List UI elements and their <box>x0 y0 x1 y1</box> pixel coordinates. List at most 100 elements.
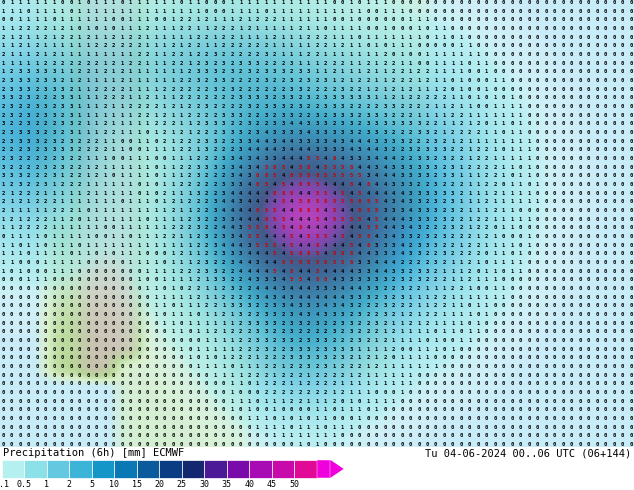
Text: 2: 2 <box>44 217 47 221</box>
Text: 0: 0 <box>103 355 107 360</box>
Text: 1: 1 <box>86 243 89 247</box>
Text: 0: 0 <box>553 355 556 360</box>
Text: 3: 3 <box>425 234 429 239</box>
Text: 2: 2 <box>197 182 200 187</box>
Text: 3: 3 <box>425 208 429 213</box>
Text: 1: 1 <box>86 122 89 126</box>
Text: 1: 1 <box>95 217 98 221</box>
Text: 3: 3 <box>315 113 319 118</box>
Text: 2: 2 <box>239 52 242 57</box>
Text: 1: 1 <box>366 372 370 378</box>
Text: 0: 0 <box>290 442 293 447</box>
Text: 0: 0 <box>239 407 242 412</box>
Text: 1: 1 <box>214 320 217 325</box>
Text: 0: 0 <box>95 277 98 282</box>
Text: 0: 0 <box>519 208 522 213</box>
Text: 0: 0 <box>53 286 56 291</box>
Text: 4: 4 <box>222 225 225 230</box>
Text: 0: 0 <box>578 269 581 273</box>
Text: 2: 2 <box>366 338 370 343</box>
Text: 5: 5 <box>315 269 319 273</box>
Text: 5: 5 <box>341 217 344 221</box>
Text: 0: 0 <box>341 442 344 447</box>
Text: 2: 2 <box>477 165 480 170</box>
Text: 0: 0 <box>570 52 573 57</box>
Text: 0: 0 <box>69 329 73 334</box>
Text: 1: 1 <box>95 9 98 14</box>
Text: 2: 2 <box>460 147 463 152</box>
Text: 2: 2 <box>10 217 13 221</box>
Text: 0: 0 <box>595 26 598 31</box>
Text: 0: 0 <box>146 416 149 421</box>
Text: 0: 0 <box>621 398 624 404</box>
Text: 0: 0 <box>587 416 590 421</box>
Text: 4: 4 <box>247 147 251 152</box>
Text: 1: 1 <box>443 35 446 40</box>
Text: 0: 0 <box>629 9 633 14</box>
Text: 4: 4 <box>324 269 327 273</box>
Text: 3: 3 <box>10 130 13 135</box>
Text: 1: 1 <box>417 87 420 92</box>
Text: 0: 0 <box>570 346 573 352</box>
Text: 4: 4 <box>383 225 387 230</box>
Text: 0: 0 <box>621 199 624 204</box>
Text: 3: 3 <box>247 139 251 144</box>
Text: 1: 1 <box>341 26 344 31</box>
Text: 0: 0 <box>163 17 166 23</box>
Text: 0: 0 <box>443 398 446 404</box>
Text: 2: 2 <box>366 104 370 109</box>
Text: 0: 0 <box>502 381 505 386</box>
Text: 4: 4 <box>264 294 268 299</box>
Text: 2: 2 <box>36 156 39 161</box>
Text: 1: 1 <box>27 35 30 40</box>
Text: 2: 2 <box>247 294 251 299</box>
Text: 0: 0 <box>86 364 89 369</box>
Text: 0: 0 <box>502 87 505 92</box>
Text: 0: 0 <box>485 9 488 14</box>
Text: 3: 3 <box>222 182 225 187</box>
Text: 0: 0 <box>595 390 598 395</box>
Text: 3: 3 <box>281 130 285 135</box>
Text: 8: 8 <box>366 243 370 247</box>
Text: 3: 3 <box>44 182 47 187</box>
Text: 0: 0 <box>621 346 624 352</box>
Text: 1: 1 <box>112 9 115 14</box>
Text: 0: 0 <box>460 17 463 23</box>
Text: 1: 1 <box>247 364 251 369</box>
Text: 3: 3 <box>451 225 455 230</box>
Text: 3: 3 <box>400 139 403 144</box>
Text: 0: 0 <box>578 0 581 5</box>
Text: 0: 0 <box>460 390 463 395</box>
Text: 2: 2 <box>307 87 310 92</box>
Text: 2: 2 <box>1 113 5 118</box>
Text: 4: 4 <box>366 251 370 256</box>
Text: 2: 2 <box>443 199 446 204</box>
Text: 0: 0 <box>595 130 598 135</box>
Text: 0: 0 <box>171 433 174 438</box>
Text: 0: 0 <box>112 225 115 230</box>
Text: 0: 0 <box>53 294 56 299</box>
Text: 1: 1 <box>10 260 13 265</box>
Text: 0: 0 <box>536 35 539 40</box>
Text: 1: 1 <box>112 0 115 5</box>
Text: 3: 3 <box>375 113 378 118</box>
Text: 0: 0 <box>18 372 22 378</box>
Text: 2: 2 <box>163 139 166 144</box>
Text: 0: 0 <box>595 303 598 308</box>
Text: 0: 0 <box>621 329 624 334</box>
Text: 0: 0 <box>27 320 30 325</box>
Text: 0: 0 <box>502 35 505 40</box>
Text: 1: 1 <box>86 9 89 14</box>
Text: 2: 2 <box>188 165 191 170</box>
Text: 1: 1 <box>137 165 141 170</box>
Text: 2: 2 <box>281 320 285 325</box>
Text: 0: 0 <box>578 26 581 31</box>
Text: 1: 1 <box>493 95 497 100</box>
Text: 0: 0 <box>425 442 429 447</box>
Text: 2: 2 <box>163 87 166 92</box>
Text: 3: 3 <box>383 130 387 135</box>
Text: 0: 0 <box>27 286 30 291</box>
Text: 2: 2 <box>451 113 455 118</box>
Text: 1: 1 <box>324 0 327 5</box>
Text: 5: 5 <box>273 269 276 273</box>
